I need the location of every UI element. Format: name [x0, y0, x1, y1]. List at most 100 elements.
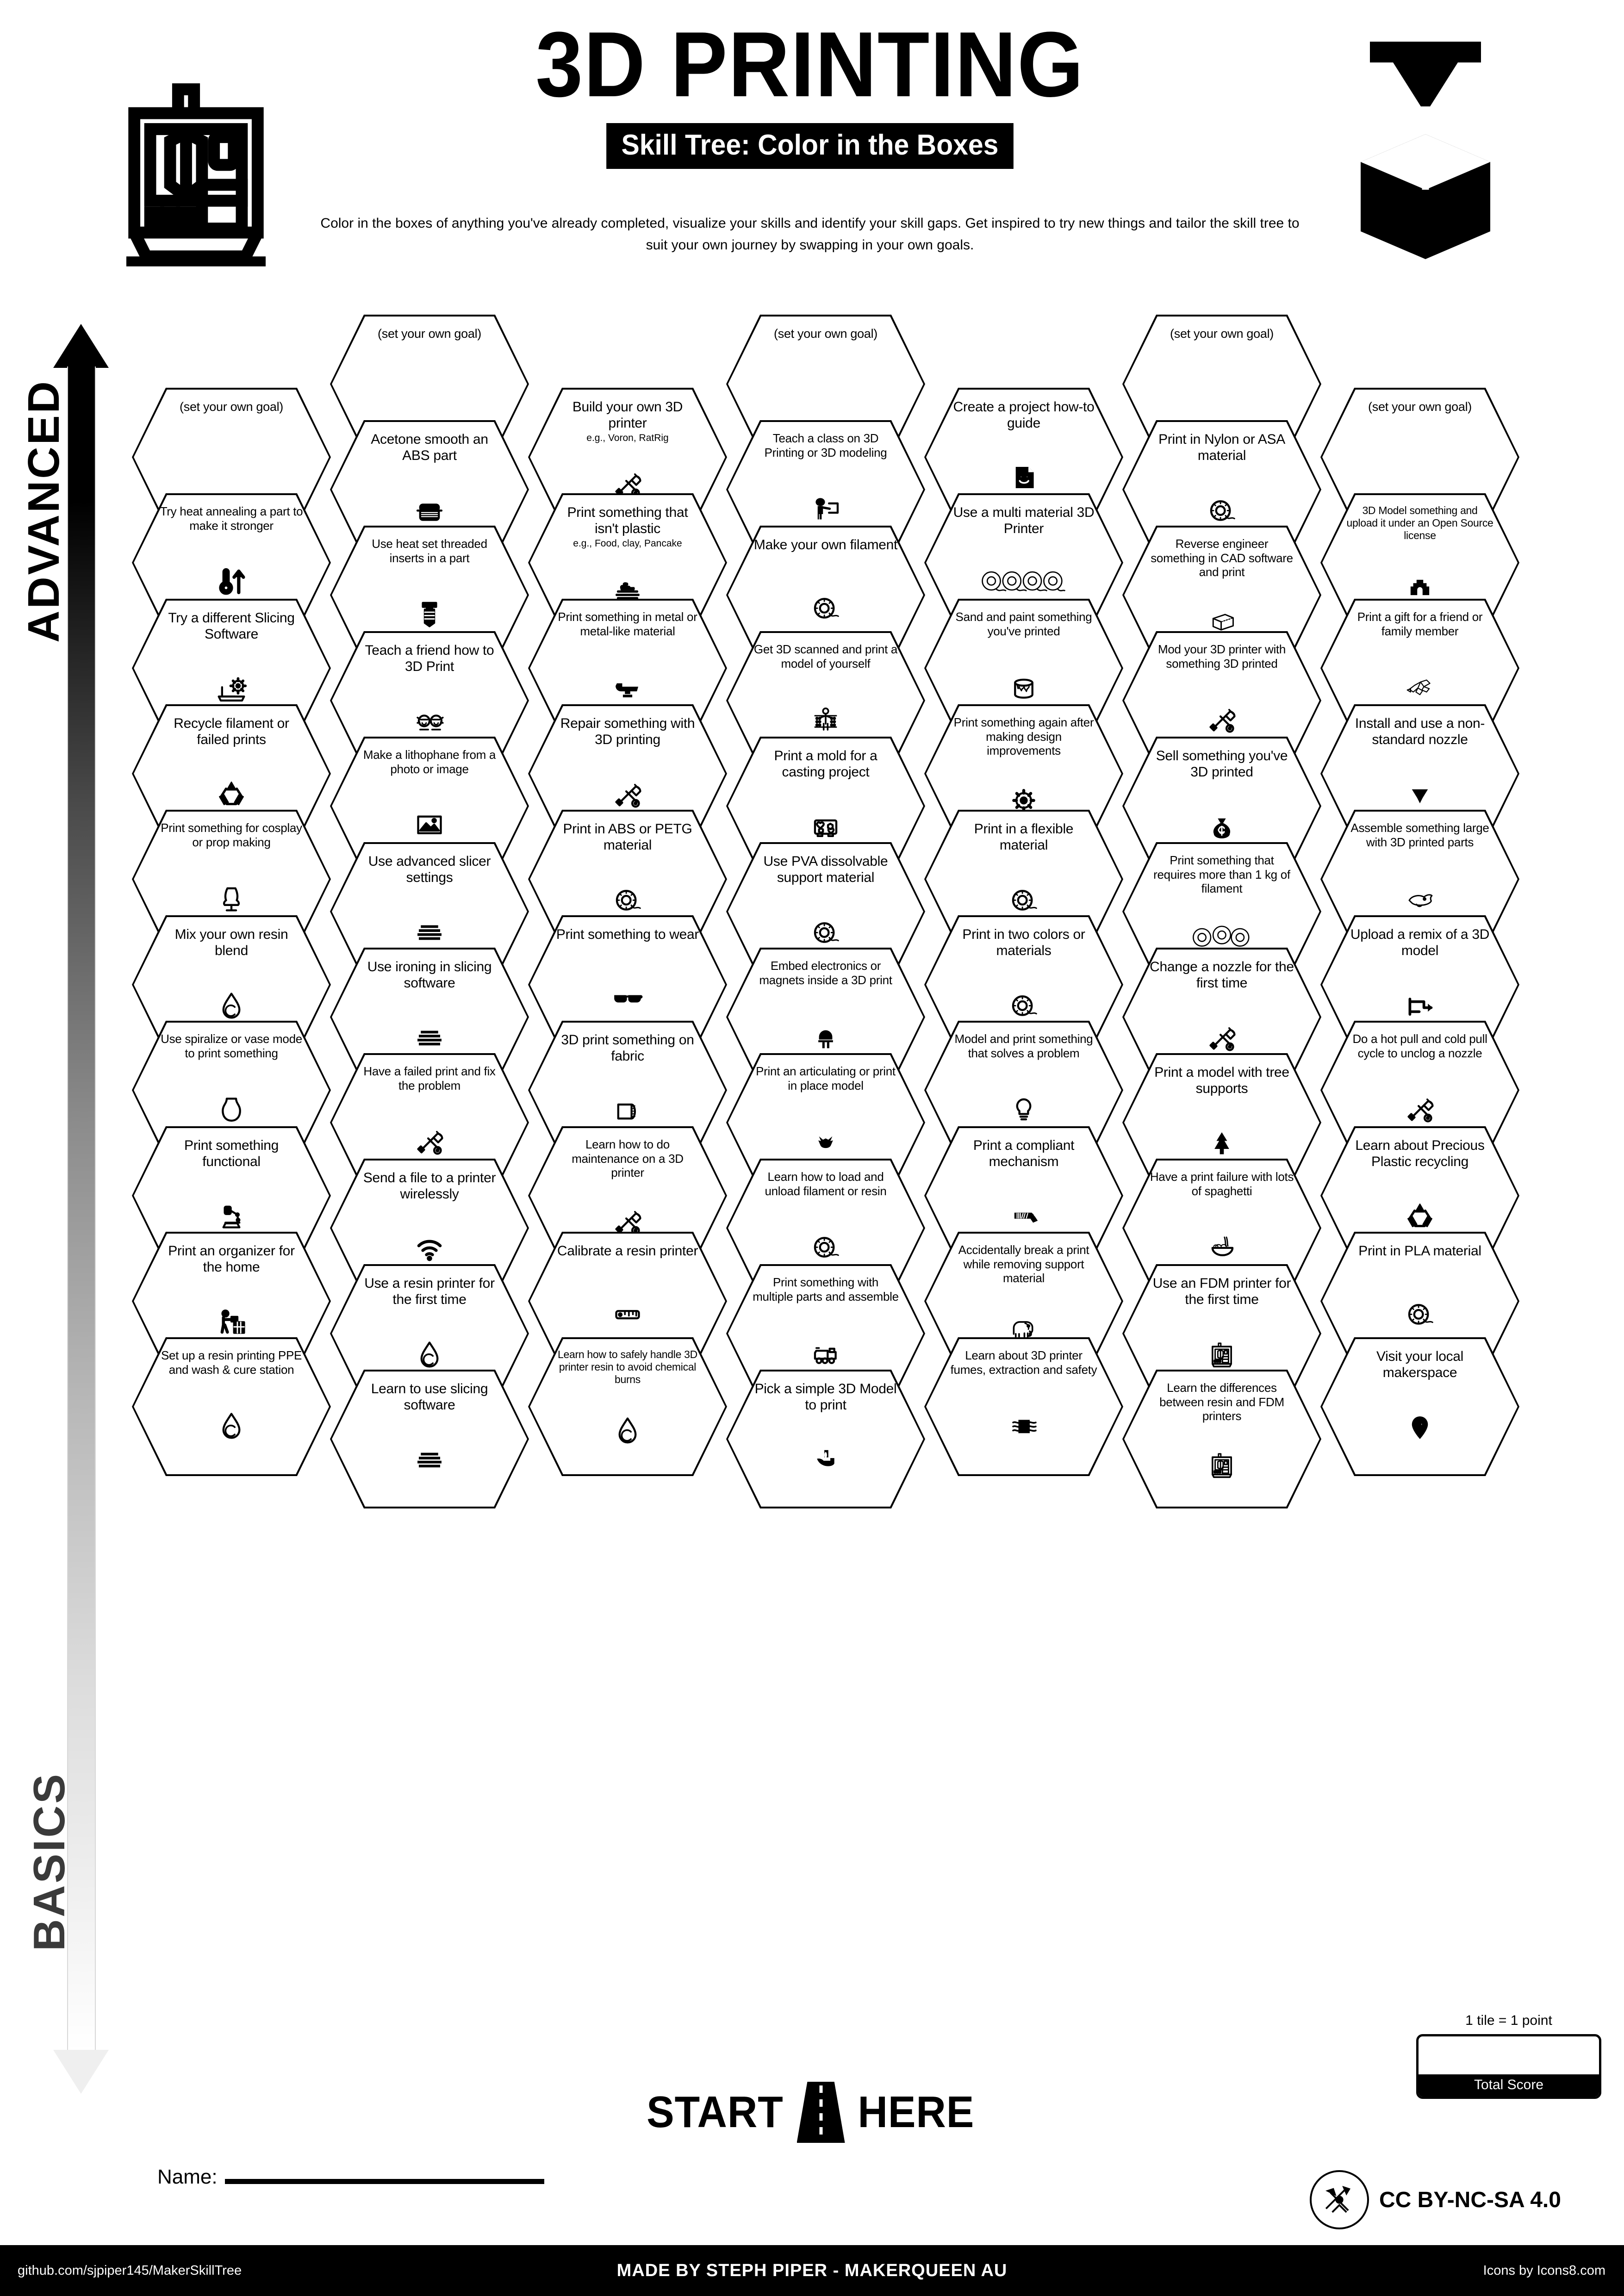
road-icon [796, 2082, 845, 2143]
resin-drop-icon [413, 1312, 446, 1396]
skill-tile-label: Pick a simple 3D Model to print [754, 1381, 897, 1413]
skill-tile-body[interactable]: Learn about 3D printer fumes, extraction… [926, 1339, 1121, 1474]
tools-icon [1205, 674, 1238, 763]
license-text: CC BY-NC-SA 4.0 [1379, 2187, 1561, 2212]
footer-icon-credit[interactable]: Icons by Icons8.com [1483, 2263, 1605, 2278]
skill-tile-body[interactable]: Learn to use slicing software [332, 1371, 527, 1507]
skill-tile[interactable]: Learn about 3D printer fumes, extraction… [924, 1337, 1123, 1476]
skill-tile[interactable]: Learn to use slicing software [330, 1370, 529, 1508]
skill-tile-label: Mod your 3D printer with something 3D pr… [1157, 642, 1286, 670]
remix-arrow-icon [1403, 963, 1437, 1048]
skill-tile-label: Install and use a non-standard nozzle [1355, 716, 1485, 748]
compliant-mech-icon [1007, 1174, 1040, 1259]
acetone-bath-icon [413, 468, 446, 552]
pancake-icon [611, 552, 644, 626]
skill-tile-body[interactable]: Learn how to safely handle 3D printer re… [530, 1339, 725, 1474]
axis-gradient-bar [67, 366, 96, 2051]
skill-tile-label: Teach a class on 3D Printing or 3D model… [764, 431, 887, 459]
skill-tile-body[interactable]: Pick a simple 3D Model to print [728, 1371, 923, 1507]
filament-spool-icon [1007, 963, 1040, 1048]
skill-tile-label: Acetone smooth an ABS part [371, 432, 488, 464]
skill-tile-label: Learn how to do maintenance on a 3D prin… [572, 1137, 684, 1180]
skill-tile-body[interactable]: Set up a resin printing PPE and wash & c… [134, 1339, 329, 1474]
skill-tile-label: Use ironing in slicing software [367, 959, 492, 991]
skill-tile-label: Print in two colors or materials [962, 927, 1085, 959]
total-score-widget[interactable]: 1 tile = 1 point Total Score [1416, 2013, 1601, 2099]
skill-tile-label: Print a compliant mechanism [973, 1138, 1075, 1170]
skill-tile-label: Print an articulating or print in place … [756, 1064, 896, 1092]
skill-tile-label: Have a failed print and fix the problem [363, 1064, 496, 1092]
skill-tile-label: Learn how to load and unload filament or… [765, 1170, 887, 1198]
filament-spool-icon [1007, 857, 1040, 942]
skill-tile[interactable]: Visit your local makerspace [1320, 1337, 1519, 1476]
skill-tile-label: Use an FDM printer for the first time [1152, 1276, 1291, 1308]
fumes-icon [1007, 1380, 1040, 1470]
skill-tile-label: Print in a flexible material [974, 821, 1074, 853]
axis-arrow-down-icon [53, 2050, 109, 2094]
skill-tile-label: Print something functional [184, 1138, 279, 1170]
tree-icon [1205, 1101, 1238, 1185]
skill-tile-body[interactable]: Learn the differences between resin and … [1124, 1371, 1319, 1507]
skill-tile-label: Sand and paint something you've printed [955, 610, 1092, 638]
3d-printer-icon [1205, 1427, 1238, 1502]
tools-icon [413, 1096, 446, 1185]
skill-tile-label: 3D print something on fabric [561, 1032, 694, 1064]
laptop-gear-icon [215, 646, 248, 731]
skill-tile-label: Use PVA dissolvable support material [763, 854, 888, 886]
page-header: 3D PRINTING Skill Tree: Color in the Box… [0, 0, 1624, 305]
skill-tile-label: Do a hot pull and cold pull cycle to unc… [1352, 1032, 1487, 1060]
skill-tile-label: Teach a friend how to 3D Print [365, 643, 494, 675]
skill-tile[interactable]: Set up a resin printing PPE and wash & c… [132, 1337, 331, 1476]
skill-tile-label: Use heat set threaded inserts in a part [372, 537, 487, 565]
skill-tile-label: Learn how to safely handle 3D printer re… [557, 1348, 697, 1386]
skill-tile-label: Use a multi material 3D Printer [953, 505, 1095, 537]
spaghetti-bowl-icon [1205, 1202, 1238, 1291]
skill-tile-body[interactable]: Visit your local makerspace [1322, 1339, 1518, 1474]
skill-tile-label: Print a mold for a casting project [774, 748, 877, 780]
mold-tray-icon [809, 784, 842, 869]
skill-tile-body[interactable]: Teach a class on 3D Printing or 3D model… [728, 422, 923, 557]
skill-tile-label: Print something again after making desig… [953, 715, 1094, 758]
license-block: CC BY-NC-SA 4.0 [1310, 2170, 1561, 2229]
tools-icon [1205, 995, 1238, 1080]
skill-tile-label: Visit your local makerspace [1376, 1349, 1464, 1381]
start-word: START [646, 2087, 784, 2137]
score-box-label: Total Score [1419, 2074, 1599, 2097]
skill-tile[interactable]: Learn how to safely handle 3D printer re… [528, 1337, 727, 1476]
name-write-line[interactable] [224, 2179, 544, 2184]
skill-tile-label: Print a model with tree supports [1154, 1065, 1289, 1097]
open-source-gear-icon [1403, 546, 1437, 626]
filament-spool-icon [809, 557, 842, 658]
wifi-icon [413, 1206, 446, 1291]
mannequin-icon [215, 853, 248, 942]
skill-tile[interactable]: Pick a simple 3D Model to print [726, 1370, 925, 1508]
skill-tile-label: Model and print something that solves a … [954, 1032, 1093, 1060]
score-input-box[interactable]: Total Score [1416, 2034, 1601, 2099]
skill-tile-label: Send a file to a printer wirelessly [363, 1170, 496, 1202]
page-footer: github.com/sjpiper145/MakerSkillTree MAD… [0, 2245, 1624, 2296]
layers-icon [413, 995, 446, 1080]
skill-tile-label: Embed electronics or magnets inside a 3D… [759, 959, 892, 987]
skill-tile-label: Learn about Precious Plastic recycling [1355, 1138, 1485, 1170]
page-subtitle-badge: Skill Tree: Color in the Boxes [606, 123, 1014, 169]
skill-tile-label: Create a project how-to guide [953, 399, 1095, 431]
teacher-icon [809, 463, 842, 552]
money-bag-icon [1205, 784, 1238, 869]
intro-paragraph: Color in the boxes of anything you've al… [320, 216, 1300, 253]
skill-tile[interactable]: Mod your 3D printer with something 3D pr… [1122, 631, 1321, 770]
multi-spool-icon [980, 541, 1068, 626]
name-field[interactable]: Name: [157, 2166, 544, 2189]
footer-repo-link[interactable]: github.com/sjpiper145/MakerSkillTree [18, 2263, 242, 2278]
skill-tile-label: Print something with multiple parts and … [753, 1275, 899, 1303]
thermometer-up-icon [215, 536, 248, 626]
score-caption: 1 tile = 1 point [1465, 2013, 1552, 2028]
skill-tile-label: Accidentally break a print while removin… [958, 1243, 1089, 1285]
skill-tile-label: Calibrate a resin printer [557, 1243, 698, 1259]
skill-tile-sublabel: e.g., Food, clay, Pancake [573, 538, 682, 549]
map-pin-icon [1403, 1385, 1437, 1470]
filament-spool-icon [1403, 1263, 1437, 1364]
vase-icon [215, 1064, 248, 1153]
benchy-boat-icon [809, 1417, 842, 1502]
whale-icon [1403, 853, 1437, 942]
skill-tile[interactable]: Learn the differences between resin and … [1122, 1370, 1321, 1508]
